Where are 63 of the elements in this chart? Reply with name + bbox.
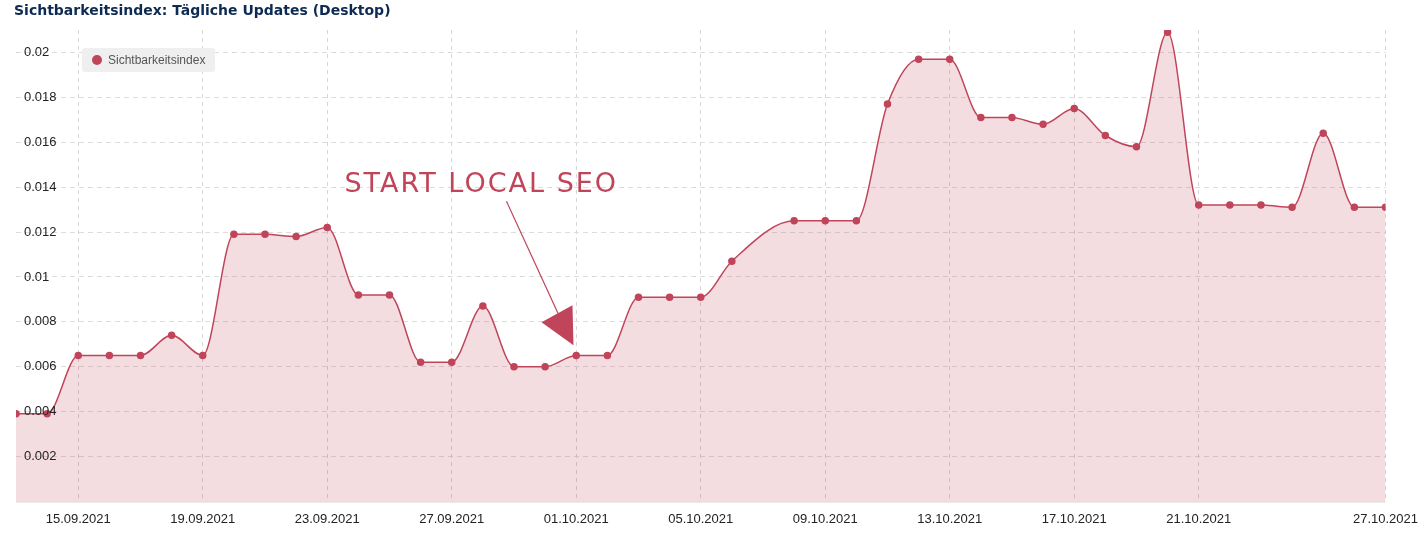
y-tick-label: 0.02 [24, 44, 50, 60]
point [945, 55, 954, 63]
y-tick-label: 0.016 [24, 133, 57, 149]
y-tick-label: 0.01 [24, 268, 50, 284]
point [74, 351, 82, 360]
x-tick-label: 01.10.2021 [543, 510, 609, 526]
point [603, 351, 612, 360]
point [354, 291, 363, 299]
point [728, 257, 736, 265]
point [1101, 131, 1110, 140]
x-tick-label: 19.09.2021 [170, 510, 236, 526]
point [479, 302, 487, 310]
point [1288, 203, 1296, 212]
point [323, 223, 331, 232]
x-tick-label: 21.10.2021 [1166, 510, 1232, 526]
point [821, 217, 829, 225]
point [1132, 142, 1141, 151]
y-tick-label: 0.012 [24, 223, 57, 239]
x-tick-label: 13.10.2021 [917, 510, 983, 526]
point [883, 100, 892, 108]
y-tick-label: 0.018 [24, 88, 57, 104]
point [292, 232, 300, 241]
point [541, 362, 549, 371]
x-tick-label: 27.10.2021 [1352, 510, 1419, 526]
point [634, 293, 643, 301]
point [105, 351, 114, 360]
point [1319, 129, 1327, 138]
point [199, 351, 207, 360]
point [416, 358, 425, 366]
x-tick-label: 17.10.2021 [1041, 510, 1107, 526]
point [385, 291, 394, 299]
point [790, 217, 798, 225]
point [1257, 201, 1265, 209]
point [572, 351, 580, 360]
point [1070, 104, 1078, 113]
x-tick-label: 15.09.2021 [45, 510, 111, 526]
point [447, 358, 456, 366]
point [1008, 113, 1016, 122]
point [167, 331, 176, 340]
point [977, 113, 985, 122]
point [665, 293, 674, 301]
point [261, 230, 269, 239]
point [1194, 201, 1203, 209]
point [1350, 203, 1359, 212]
y-tick-label: 0.006 [24, 358, 57, 374]
point [852, 217, 861, 225]
legend-label: Sichtbarkeitsindex [108, 53, 206, 67]
chart-title: Sichtbarkeitsindex: Tägliche Updates (Desktop) [14, 2, 391, 18]
annotation: START LOCAL SEO [344, 167, 619, 199]
point [914, 55, 923, 63]
point [696, 293, 705, 301]
point [136, 351, 145, 360]
point [230, 230, 238, 239]
y-tick-label: 0.008 [24, 313, 57, 329]
y-tick-label: 0.014 [24, 178, 57, 194]
y-tick-label: 0.002 [24, 448, 57, 464]
x-tick-label: 05.10.2021 [668, 510, 734, 526]
x-tick-label: 09.10.2021 [792, 510, 858, 526]
x-tick-label: 27.09.2021 [419, 510, 485, 526]
point [1226, 201, 1234, 209]
point [510, 362, 518, 371]
point [1039, 120, 1047, 129]
x-tick-label: 23.09.2021 [294, 510, 360, 526]
